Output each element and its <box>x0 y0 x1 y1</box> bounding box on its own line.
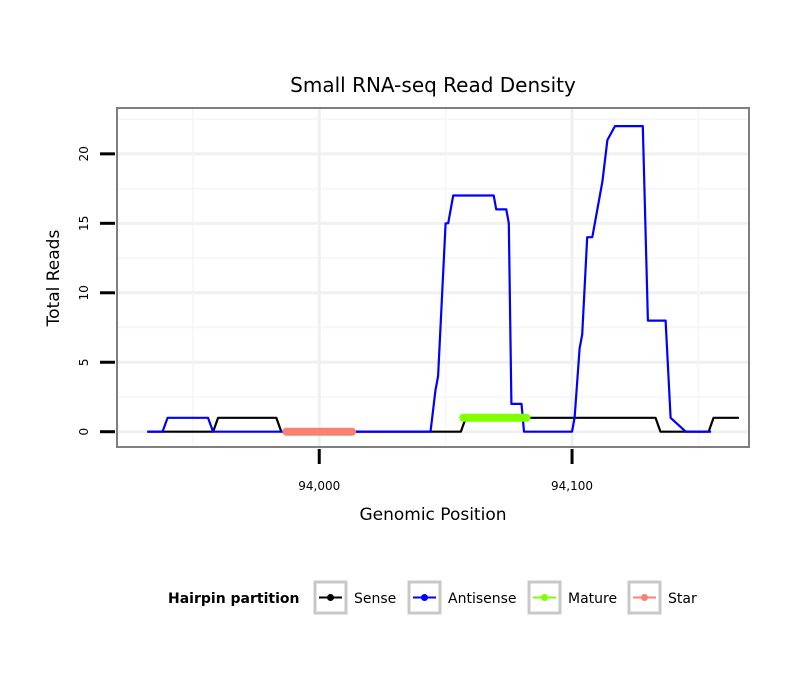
y-tick-label: 15 <box>77 216 91 231</box>
legend-key-point <box>541 594 548 601</box>
series-lines <box>147 124 739 436</box>
legend-key-point <box>421 594 428 601</box>
legend: Hairpin partition Sense Antisense Mature St… <box>168 580 697 615</box>
legend-item-mature: Mature <box>527 580 617 615</box>
y-tick-label: 20 <box>77 146 91 161</box>
legend-key-point <box>641 594 648 601</box>
legend-label: Mature <box>568 591 617 607</box>
y-tick-label: 5 <box>77 358 91 366</box>
x-axis: 94,000 94,100 <box>298 449 593 493</box>
series-line-antisense <box>147 124 712 433</box>
legend-item-star: Star <box>627 580 697 615</box>
plot-border <box>116 107 750 448</box>
legend-label: Star <box>668 591 697 607</box>
legend-item-antisense: Antisense <box>407 580 517 615</box>
y-tick-label: 10 <box>77 285 91 300</box>
x-axis-title: Genomic Position <box>359 505 506 525</box>
chart-title: Small RNA-seq Read Density <box>290 73 576 97</box>
x-tick-label: 94,000 <box>298 479 340 493</box>
legend-item-sense: Sense <box>313 580 396 615</box>
legend-label: Sense <box>354 591 396 607</box>
legend-title: Hairpin partition <box>168 591 299 607</box>
series-line-sense <box>147 416 739 433</box>
plot-panel <box>117 108 749 447</box>
y-axis: 0 5 10 15 20 <box>77 146 115 436</box>
x-tick-label: 94,100 <box>551 479 593 493</box>
y-tick-label: 0 <box>77 428 91 436</box>
legend-label: Antisense <box>448 591 517 607</box>
legend-key-point <box>327 594 334 601</box>
y-axis-title: Total Reads <box>44 230 64 328</box>
